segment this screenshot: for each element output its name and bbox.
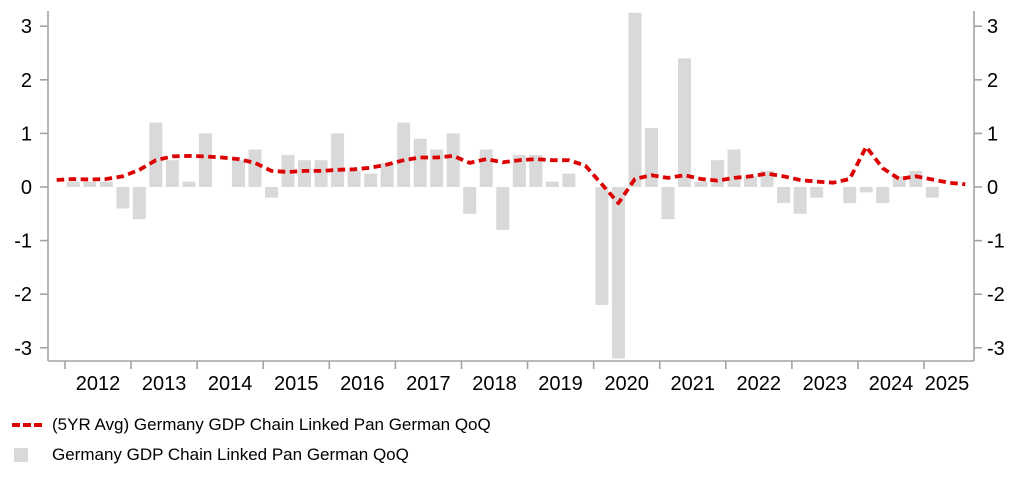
y-tick-label-right: -3 — [987, 338, 1005, 360]
bar-2014Q1 — [198, 133, 212, 187]
year-label: 2025 — [925, 373, 970, 395]
bar-2020Q3 — [628, 12, 642, 187]
year-label: 2017 — [406, 373, 451, 395]
bar-2019Q2 — [545, 181, 559, 187]
x-tick-marks — [64, 361, 925, 369]
bar-2013Q4 — [182, 181, 196, 187]
bar-2017Q2 — [413, 138, 427, 187]
y-tick-label-left: 2 — [21, 70, 32, 92]
bar-2024Q3 — [892, 176, 906, 187]
y-tick-label-right: 3 — [987, 16, 998, 38]
bar-2017Q3 — [430, 149, 444, 187]
bar-2018Q4 — [512, 154, 526, 187]
bar-2018Q2 — [479, 149, 493, 187]
bar-2022Q2 — [744, 176, 758, 187]
y-tick-label-left: 0 — [21, 177, 32, 199]
bar-2020Q2 — [611, 187, 625, 359]
bar-2012Q4 — [116, 187, 130, 209]
y-tick-labels-left: -3 -2 -1 0 1 2 3 — [14, 16, 32, 360]
avg-line — [56, 144, 966, 206]
bar-2015Q3 — [298, 160, 312, 187]
bar-2014Q3 — [231, 160, 245, 187]
x-year-labels: 2012 2013 2014 2015 2016 2017 2018 2019 2020 2021… — [76, 373, 970, 395]
y-tick-label-left: 1 — [21, 123, 32, 145]
bar-2016Q3 — [364, 173, 378, 187]
year-label: 2018 — [472, 373, 517, 395]
year-label: 2021 — [670, 373, 715, 395]
year-label: 2023 — [803, 373, 848, 395]
year-label: 2013 — [142, 373, 187, 395]
axes — [47, 11, 975, 362]
bar-2023Q4 — [843, 187, 857, 204]
y-tick-label-right: 2 — [987, 70, 998, 92]
y-tick-label-left: 3 — [21, 16, 32, 38]
bar-2024Q4 — [909, 170, 923, 187]
bar-2013Q2 — [149, 122, 163, 187]
year-label: 2012 — [76, 373, 121, 395]
y-tick-label-right: -2 — [987, 284, 1005, 306]
red-dashed-line-icon — [12, 423, 44, 427]
gray-square-icon — [12, 448, 44, 462]
legend-item-gdp-bars: Germany GDP Chain Linked Pan German QoQ — [12, 442, 491, 468]
bar-2017Q1 — [397, 122, 411, 187]
bar-2015Q1 — [265, 187, 278, 198]
bar-2019Q3 — [562, 173, 576, 187]
y-tick-label-left: -3 — [14, 338, 32, 360]
bar-2020Q4 — [644, 128, 658, 187]
year-label: 2014 — [208, 373, 253, 395]
bar-2016Q1 — [331, 133, 345, 187]
bar-2012Q3 — [99, 181, 113, 187]
bar-2018Q1 — [463, 187, 477, 214]
bar-2012Q1 — [66, 181, 80, 187]
bar-2016Q4 — [380, 162, 394, 187]
bar-2021Q3 — [694, 181, 708, 187]
bar-2025Q1 — [925, 187, 939, 198]
bar-2015Q2 — [281, 154, 295, 187]
bar-2015Q4 — [314, 160, 328, 187]
y-tick-label-left: -2 — [14, 284, 32, 306]
bar-2018Q3 — [496, 187, 510, 230]
bar-2024Q2 — [876, 187, 890, 204]
y-tick-labels-right: -3 -2 -1 0 1 2 3 — [987, 16, 1005, 360]
y-tick-label-right: 1 — [987, 123, 998, 145]
year-label: 2020 — [604, 373, 649, 395]
y-tick-label-right: 0 — [987, 177, 998, 199]
bar-2021Q1 — [661, 187, 675, 220]
bar-2023Q1 — [793, 187, 807, 214]
bar-2012Q2 — [83, 181, 97, 187]
bar-2023Q2 — [810, 187, 824, 198]
bar-2013Q1 — [132, 187, 146, 220]
bar-2024Q1 — [859, 187, 873, 193]
year-label: 2022 — [737, 373, 782, 395]
chart-legend: (5YR Avg) Germany GDP Chain Linked Pan G… — [12, 412, 491, 468]
bar-2016Q2 — [347, 170, 361, 187]
gdp-bars — [66, 12, 939, 359]
chart-canvas: -3 -2 -1 0 1 2 3 -3 -2 -1 0 1 2 3 2012 2013 2014 2015 2016… — [14, 11, 1005, 395]
legend-label-avg-line: (5YR Avg) Germany GDP Chain Linked Pan G… — [52, 415, 491, 434]
gdp-chart: -3 -2 -1 0 1 2 3 -3 -2 -1 0 1 2 3 2012 2013 2014 2015 2016… — [14, 11, 1005, 395]
y-tick-marks — [40, 25, 982, 349]
bar-2022Q4 — [777, 187, 791, 204]
bar-2017Q4 — [446, 133, 460, 187]
bar-2020Q1 — [595, 187, 609, 305]
bar-2022Q1 — [727, 149, 741, 187]
bar-2013Q3 — [165, 160, 179, 187]
year-label: 2015 — [274, 373, 319, 395]
bar-2021Q4 — [711, 160, 725, 187]
legend-label-gdp-bars: Germany GDP Chain Linked Pan German QoQ — [52, 445, 409, 464]
year-label: 2019 — [538, 373, 583, 395]
year-label: 2016 — [340, 373, 385, 395]
bar-2019Q1 — [529, 154, 543, 187]
bar-2014Q4 — [248, 149, 262, 187]
legend-item-avg-line: (5YR Avg) Germany GDP Chain Linked Pan G… — [12, 412, 491, 438]
year-label: 2024 — [869, 373, 914, 395]
bar-2021Q2 — [678, 58, 691, 187]
y-tick-label-left: -1 — [14, 231, 32, 253]
y-tick-label-right: -1 — [987, 231, 1005, 253]
